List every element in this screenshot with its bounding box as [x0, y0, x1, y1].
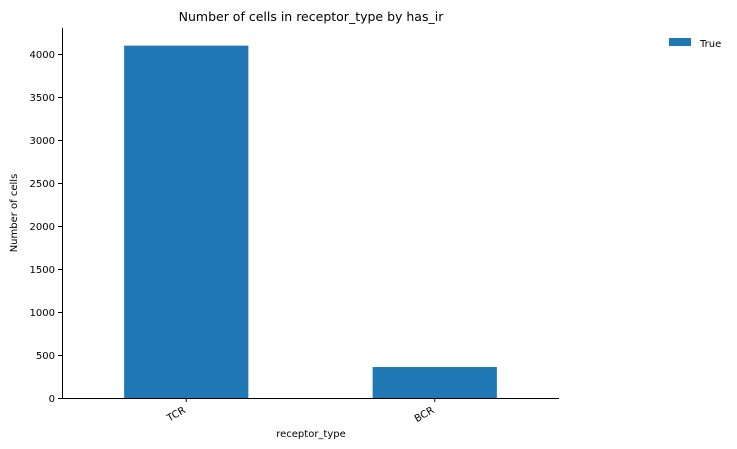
y-axis-label: Number of cells [9, 174, 20, 253]
x-tick-label: TCR [165, 405, 188, 425]
y-tick-label: 1000 [30, 308, 55, 319]
bars-group [124, 45, 497, 399]
y-tick-label: 3000 [30, 136, 55, 147]
x-tick-label: BCR [413, 405, 436, 425]
y-tick-label: 500 [36, 351, 55, 362]
chart-title: Number of cells in receptor_type by has_… [179, 9, 445, 24]
bar-tcr [124, 45, 249, 399]
bar-bcr [372, 367, 497, 398]
y-tick-label: 2500 [30, 179, 55, 190]
legend: True [669, 38, 721, 50]
y-tick-label: 4000 [30, 50, 55, 61]
y-tick-label: 2000 [30, 222, 55, 233]
y-tick-label: 0 [49, 394, 55, 405]
y-axis: 0 500 1000 1500 2000 2500 3000 3500 4000 [30, 50, 62, 405]
y-tick-label: 3500 [30, 93, 55, 104]
x-axis: TCR BCR [165, 398, 436, 425]
legend-label: True [699, 39, 721, 50]
legend-swatch [669, 38, 691, 46]
y-tick-label: 1500 [30, 265, 55, 276]
x-axis-label: receptor_type [276, 429, 346, 440]
